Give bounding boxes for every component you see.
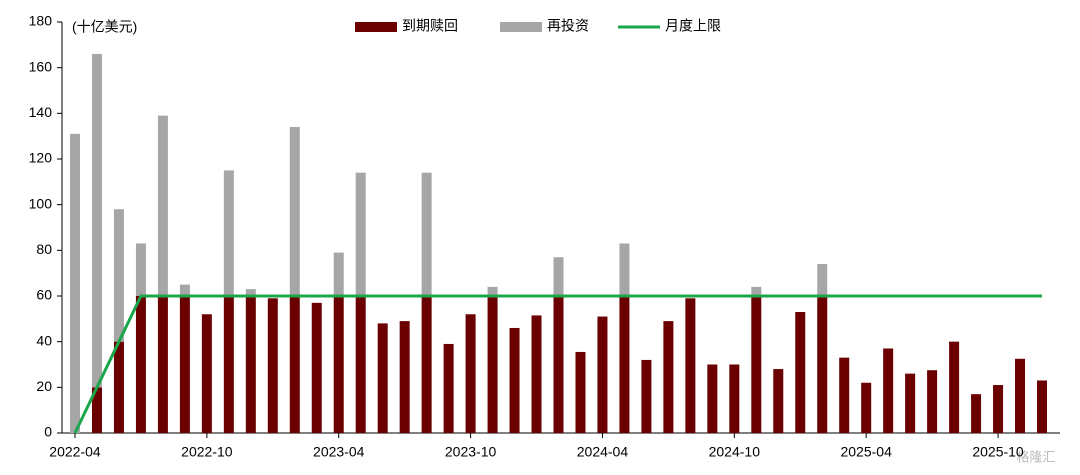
bar — [949, 341, 960, 433]
x-tick-label: 2022-10 — [181, 444, 233, 460]
cap-line — [73, 294, 1042, 434]
bar — [157, 296, 168, 433]
y-tick-label: 180 — [29, 13, 53, 29]
bar — [509, 327, 520, 433]
legend-label: 到期赎回 — [402, 18, 458, 34]
x-tick-label: 2025-04 — [840, 444, 892, 460]
bar — [333, 252, 344, 296]
bar — [157, 115, 168, 296]
bar — [377, 323, 388, 433]
y-tick-label: 120 — [29, 150, 53, 166]
x-tick-label: 2023-04 — [313, 444, 365, 460]
bar — [245, 296, 256, 433]
bar — [839, 357, 850, 433]
bar — [971, 394, 982, 433]
legend-swatch — [355, 22, 397, 32]
bar — [817, 296, 828, 433]
bar — [553, 296, 564, 433]
y-tick-label: 0 — [44, 424, 52, 440]
bar — [91, 53, 102, 388]
bar — [223, 170, 234, 296]
bar — [641, 359, 652, 433]
bar — [289, 127, 300, 297]
bar — [685, 298, 696, 433]
bar — [113, 209, 124, 342]
bar — [113, 341, 124, 433]
bar — [663, 321, 674, 433]
legend-label: 月度上限 — [665, 18, 721, 34]
bar — [355, 296, 366, 433]
bar — [355, 172, 366, 296]
bar — [597, 316, 608, 433]
bar — [333, 296, 344, 433]
bar — [245, 289, 256, 296]
bar — [553, 257, 564, 296]
bar — [289, 296, 300, 433]
y-tick-label: 60 — [36, 287, 52, 303]
bar — [993, 385, 1004, 433]
bar — [707, 364, 718, 433]
bar — [267, 298, 278, 433]
bar — [487, 296, 498, 433]
y-tick-label: 20 — [36, 378, 52, 394]
bar — [311, 302, 322, 433]
x-tick-label: 2025-10 — [972, 444, 1024, 460]
bar — [575, 351, 586, 433]
bar — [773, 369, 784, 433]
bar — [927, 370, 938, 433]
bar — [179, 296, 190, 433]
bar — [619, 296, 630, 433]
y-tick-label: 40 — [36, 332, 52, 348]
x-tick-label: 2022-04 — [49, 444, 101, 460]
x-tick-label: 2024-04 — [577, 444, 629, 460]
bar — [751, 296, 762, 433]
bar — [883, 348, 894, 433]
bar — [619, 243, 630, 296]
bar — [421, 172, 432, 296]
y-tick-label: 100 — [29, 195, 53, 211]
bar — [795, 311, 806, 433]
bar — [729, 364, 740, 433]
bar — [861, 382, 872, 433]
y-axis-label: (十亿美元) — [72, 19, 137, 35]
bar — [179, 284, 190, 296]
legend-swatch — [500, 22, 542, 32]
bar — [443, 343, 454, 433]
y-tick-label: 80 — [36, 241, 52, 257]
x-tick-label: 2023-10 — [445, 444, 497, 460]
bar — [531, 315, 542, 433]
bar — [487, 286, 498, 296]
bar — [135, 296, 146, 433]
bar — [817, 264, 828, 296]
bar — [399, 321, 410, 433]
bar — [421, 296, 432, 433]
bar — [201, 314, 212, 433]
x-tick-label: 2024-10 — [709, 444, 761, 460]
bar — [905, 373, 916, 433]
y-tick-label: 160 — [29, 58, 53, 74]
bar — [135, 243, 146, 296]
y-tick-label: 140 — [29, 104, 53, 120]
bar — [1037, 380, 1047, 433]
bar — [223, 296, 234, 433]
bar — [91, 387, 102, 433]
legend-label: 再投资 — [547, 18, 589, 34]
bar — [1015, 358, 1026, 433]
bar — [465, 314, 476, 433]
watermark: 格隆汇 — [1016, 449, 1055, 464]
bar — [751, 286, 762, 296]
bar — [70, 133, 80, 433]
